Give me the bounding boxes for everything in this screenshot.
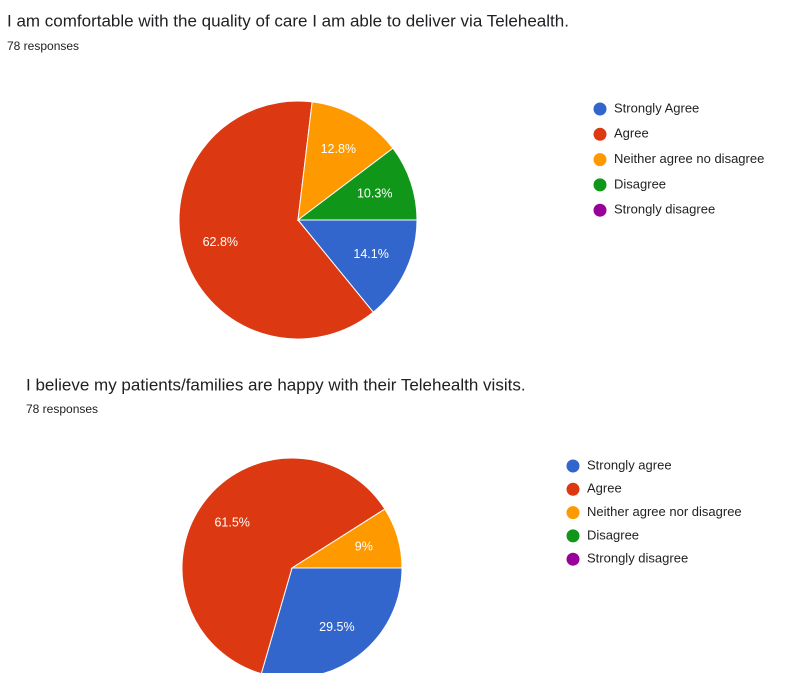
legend-label: Agree [614,126,649,141]
legend-label: Strongly disagree [587,551,688,566]
slice-label: 61.5% [214,515,249,529]
legend-label: Neither agree nor disagree [587,504,742,519]
legend-swatch [566,506,580,520]
legend-label: Strongly agree [587,457,672,472]
chart-title: I believe my patients/families are happy… [26,375,526,394]
response-count: 78 responses [7,39,79,53]
legend-swatch [566,482,580,496]
slice-label: 10.3% [357,187,392,201]
legend-label: Strongly Agree [614,100,699,115]
legend-swatch [566,529,580,543]
legend-label: Disagree [614,176,666,191]
slice-label: 62.8% [203,235,238,249]
pie-slice [260,567,403,673]
pie-slice [297,101,394,222]
legend-label: Agree [587,481,622,496]
legend-swatch [593,127,607,141]
response-count: 78 responses [26,402,98,416]
legend-swatch [566,459,580,473]
legend-swatch [593,178,607,192]
slice-label: 29.5% [319,620,354,634]
slice-label: 9% [355,539,373,553]
legend-swatch [593,203,607,217]
slice-label: 12.8% [321,142,356,156]
legend-swatch [593,153,607,167]
legend-swatch [566,552,580,566]
chart-title: I am comfortable with the quality of car… [7,11,569,30]
pie-slice [290,508,403,569]
pie-slice [181,457,386,673]
pie-slice [296,147,418,221]
legend-swatch [593,102,607,116]
legend-label: Disagree [587,527,639,542]
legend-label: Neither agree no disagree [614,151,764,166]
slice-label: 14.1% [353,247,388,261]
pie-slice [296,219,418,313]
legend-label: Strongly disagree [614,202,715,217]
pie-slice [178,100,374,340]
